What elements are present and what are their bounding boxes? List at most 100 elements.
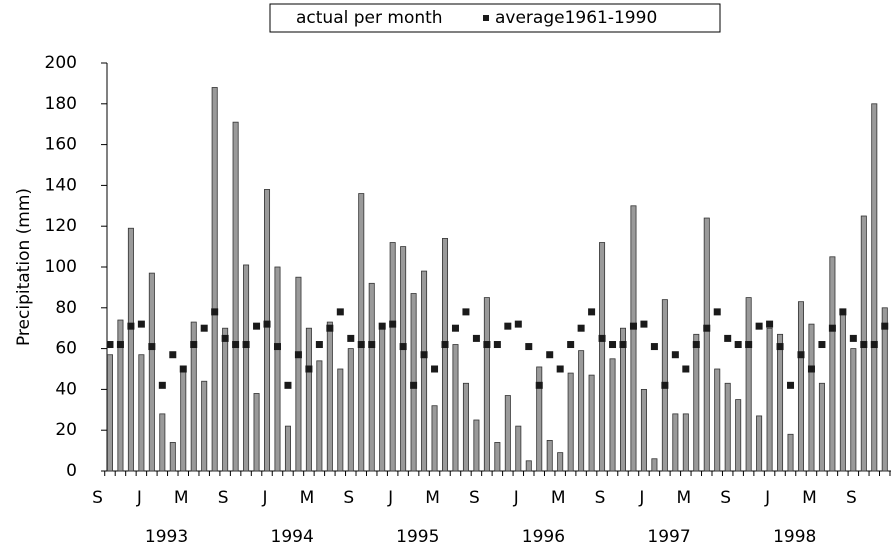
bar xyxy=(358,193,365,472)
x-tick-label: M xyxy=(551,488,566,508)
y-tick-label: 60 xyxy=(55,339,77,359)
average-marker xyxy=(483,341,491,349)
average-marker xyxy=(776,343,784,351)
bar xyxy=(567,372,574,472)
bar xyxy=(504,395,511,472)
x-tick-label: J xyxy=(387,488,393,508)
average-marker xyxy=(818,341,826,349)
year-label: 1998 xyxy=(773,527,816,547)
bar xyxy=(777,333,784,472)
y-tick-label: 120 xyxy=(45,216,77,236)
bar xyxy=(588,374,595,472)
average-marker xyxy=(472,334,480,342)
average-marker xyxy=(682,365,690,373)
bar xyxy=(672,413,679,472)
bar xyxy=(599,242,606,472)
bar xyxy=(557,452,564,472)
average-marker xyxy=(504,322,512,330)
bar xyxy=(379,325,386,472)
average-marker xyxy=(305,365,313,373)
bar xyxy=(546,439,553,472)
bar xyxy=(797,301,804,472)
bar xyxy=(536,366,543,472)
bar xyxy=(264,189,271,472)
year-label: 1993 xyxy=(145,527,188,547)
bar xyxy=(211,87,218,472)
year-label: 1994 xyxy=(271,527,314,547)
bar xyxy=(295,276,302,472)
x-tick-label: M xyxy=(300,488,315,508)
average-marker xyxy=(326,324,334,332)
bar xyxy=(347,348,354,472)
bar xyxy=(452,344,459,472)
bar xyxy=(326,321,333,472)
year-label: 1996 xyxy=(522,527,565,547)
average-marker xyxy=(127,322,135,330)
average-marker xyxy=(598,334,606,342)
average-marker xyxy=(179,365,187,373)
bar xyxy=(829,256,836,472)
bar xyxy=(127,227,134,472)
x-tick-label: M xyxy=(802,488,817,508)
legend-marker xyxy=(483,15,489,21)
bar xyxy=(274,266,281,472)
average-marker xyxy=(431,365,439,373)
bar xyxy=(473,419,480,472)
bar xyxy=(389,242,396,472)
average-marker xyxy=(253,322,261,330)
y-tick-label: 80 xyxy=(55,298,77,318)
average-marker xyxy=(263,320,271,328)
average-marker xyxy=(451,324,459,332)
average-marker xyxy=(713,308,721,316)
x-tick-label: S xyxy=(846,488,857,508)
average-marker xyxy=(577,324,585,332)
bar xyxy=(243,264,250,472)
bar xyxy=(515,425,522,472)
average-marker xyxy=(211,308,219,316)
average-marker xyxy=(441,341,449,349)
bar xyxy=(284,425,291,472)
average-marker xyxy=(870,341,878,349)
average-marker xyxy=(190,341,198,349)
average-marker xyxy=(158,381,166,389)
average-marker xyxy=(797,351,805,359)
bar xyxy=(117,319,124,472)
bar xyxy=(190,321,197,472)
x-tick-label: S xyxy=(92,488,103,508)
x-tick-label: S xyxy=(720,488,731,508)
bar xyxy=(400,246,407,472)
bar xyxy=(442,238,449,472)
y-tick-label: 0 xyxy=(66,461,77,481)
bar xyxy=(169,442,176,472)
bar xyxy=(305,327,312,472)
bar xyxy=(620,327,627,472)
average-marker xyxy=(535,381,543,389)
bar xyxy=(693,333,700,472)
average-marker xyxy=(137,320,145,328)
bar xyxy=(368,282,375,472)
bar xyxy=(253,393,260,472)
average-marker xyxy=(556,365,564,373)
bar xyxy=(839,313,846,472)
average-marker xyxy=(839,308,847,316)
bar xyxy=(630,205,637,472)
y-tick-label: 20 xyxy=(55,420,77,440)
average-marker xyxy=(640,320,648,328)
average-marker xyxy=(232,341,240,349)
bar xyxy=(766,327,773,472)
bar xyxy=(578,350,585,472)
bar xyxy=(640,388,647,472)
y-tick-label: 40 xyxy=(55,379,77,399)
bar xyxy=(756,415,763,472)
average-marker xyxy=(221,334,229,342)
bar xyxy=(745,297,752,472)
year-label: 1997 xyxy=(647,527,690,547)
average-marker xyxy=(294,351,302,359)
x-tick-label: S xyxy=(343,488,354,508)
average-marker xyxy=(881,322,889,330)
bar xyxy=(735,399,742,472)
legend-label: average1961-1990 xyxy=(495,8,657,28)
bar xyxy=(316,360,323,472)
average-marker xyxy=(807,365,815,373)
average-marker xyxy=(462,308,470,316)
